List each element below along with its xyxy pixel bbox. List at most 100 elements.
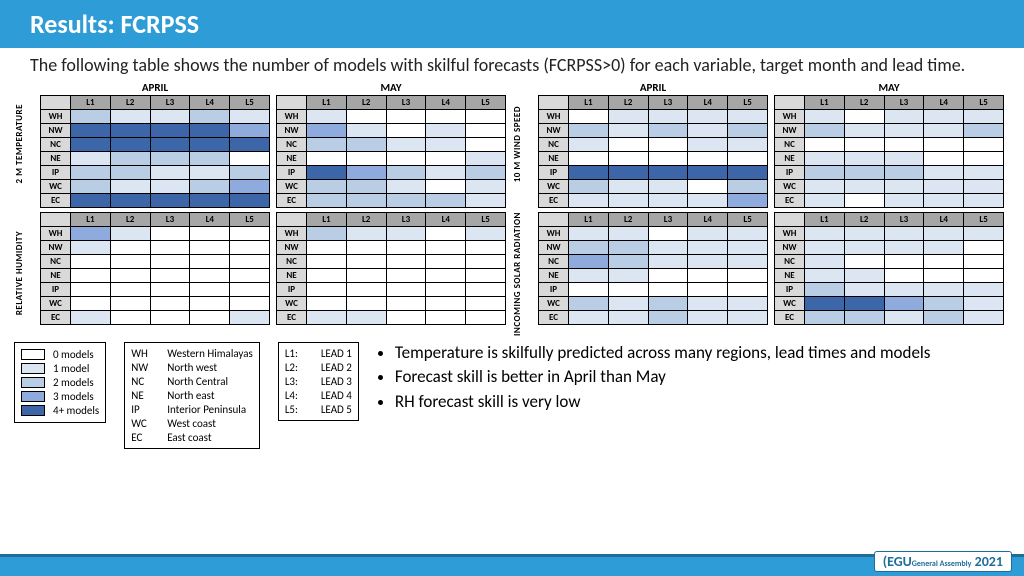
- row-header: NC: [41, 254, 71, 268]
- heatmap-cell: [150, 109, 190, 123]
- heatmap-cell: [884, 282, 924, 296]
- heatmap-cell: [728, 226, 768, 240]
- heatmap-cell: [307, 310, 347, 324]
- heatmap-cell: [150, 151, 190, 165]
- heatmap-cell: [190, 296, 230, 310]
- heatmap-cell: [426, 296, 466, 310]
- heatmap-cell: [190, 123, 230, 137]
- row-header: IP: [277, 165, 307, 179]
- heatmap-cell: [426, 254, 466, 268]
- col-header: L2: [346, 95, 386, 109]
- slide-title: Results: FCRPSS: [30, 8, 199, 40]
- heatmap-cell: [608, 226, 648, 240]
- heatmap-cell: [230, 226, 270, 240]
- heatmap-cell: [884, 193, 924, 207]
- month-title: MAY: [276, 81, 506, 94]
- heatmap-cell: [884, 268, 924, 282]
- heatmap-cell: [71, 151, 111, 165]
- col-header: L3: [386, 212, 426, 226]
- heatmap-cell: [150, 240, 190, 254]
- legend-leads: L1:LEAD 1L2:LEAD 2L3:LEAD 3L4:LEAD 4L5:L…: [278, 342, 359, 421]
- heatmap-cell: [569, 282, 609, 296]
- heatmap-cell: [466, 310, 506, 324]
- heatmap-cell: [688, 165, 728, 179]
- heatmap-cell: [569, 109, 609, 123]
- col-header: L2: [844, 212, 884, 226]
- heatmap-cell: [569, 310, 609, 324]
- heatmap-cell: [648, 268, 688, 282]
- heatmap-block: MAYL1L2L3L4L5WHNWNCNEIPWCEC: [774, 81, 1004, 208]
- heatmap-cell: [346, 137, 386, 151]
- heatmap-cell: [71, 296, 111, 310]
- heatmap-cell: [71, 254, 111, 268]
- heatmap-cell: [648, 165, 688, 179]
- col-header: L2: [608, 95, 648, 109]
- heatmap-cell: [426, 310, 466, 324]
- row-header: EC: [41, 310, 71, 324]
- heatmap-cell: [466, 268, 506, 282]
- heatmap-cell: [648, 109, 688, 123]
- heatmap-cell: [386, 240, 426, 254]
- row-header: NE: [775, 268, 805, 282]
- heatmap-cell: [884, 165, 924, 179]
- heatmap-cell: [466, 296, 506, 310]
- heatmap-cell: [426, 179, 466, 193]
- heatmap-cell: [307, 296, 347, 310]
- heatmap-cell: [924, 296, 964, 310]
- heatmap-cell: [884, 226, 924, 240]
- heatmap-cell: [569, 296, 609, 310]
- heatmap-cell: [190, 310, 230, 324]
- row-header: WH: [539, 109, 569, 123]
- heatmap-cell: [964, 282, 1004, 296]
- heatmap-cell: [110, 240, 150, 254]
- heatmap-cell: [110, 226, 150, 240]
- month-title: MAY: [774, 81, 1004, 94]
- heatmap-cell: [728, 282, 768, 296]
- heatmap-cell: [190, 254, 230, 268]
- heatmap-cell: [805, 226, 845, 240]
- heatmap-cell: [648, 137, 688, 151]
- col-header: L5: [964, 95, 1004, 109]
- heatmap-cell: [150, 282, 190, 296]
- row-header: NC: [277, 137, 307, 151]
- heatmap-cell: [466, 165, 506, 179]
- heatmap-cell: [728, 123, 768, 137]
- heatmap-cell: [466, 123, 506, 137]
- heatmap-cell: [608, 296, 648, 310]
- heatmap-cell: [307, 268, 347, 282]
- heatmap-cell: [648, 151, 688, 165]
- heatmap-cell: [805, 165, 845, 179]
- col-header: L4: [190, 212, 230, 226]
- bullet-item: RH forecast skill is very low: [395, 391, 1010, 414]
- heatmap-cell: [110, 254, 150, 268]
- legend-row: 0 models1 model2 models3 models4+ models…: [0, 336, 1024, 449]
- row-header: WC: [539, 179, 569, 193]
- heatmap-cell: [688, 240, 728, 254]
- col-header: L1: [805, 212, 845, 226]
- heatmap-cell: [150, 296, 190, 310]
- heatmap-cell: [884, 254, 924, 268]
- heatmap-cell: [386, 310, 426, 324]
- heatmap-cell: [307, 179, 347, 193]
- col-header: L5: [466, 212, 506, 226]
- row-header: NC: [41, 137, 71, 151]
- heatmap-cell: [71, 109, 111, 123]
- heatmap-cell: [346, 240, 386, 254]
- row-header: NE: [41, 151, 71, 165]
- heatmap-cell: [608, 240, 648, 254]
- heatmap-cell: [688, 137, 728, 151]
- heatmap-cell: [307, 226, 347, 240]
- heatmap-cell: [844, 123, 884, 137]
- heatmap-cell: [608, 310, 648, 324]
- heatmap-cell: [230, 240, 270, 254]
- heatmap-cell: [426, 151, 466, 165]
- heatmap-cell: [190, 137, 230, 151]
- heatmap-cell: [230, 296, 270, 310]
- heatmap-cell: [426, 165, 466, 179]
- row-header: NW: [775, 240, 805, 254]
- heatmap-cell: [71, 282, 111, 296]
- heatmap-cell: [110, 310, 150, 324]
- bullet-list: Temperature is skilfully predicted acros…: [377, 342, 1010, 417]
- heatmap-cell: [844, 268, 884, 282]
- row-header: IP: [41, 282, 71, 296]
